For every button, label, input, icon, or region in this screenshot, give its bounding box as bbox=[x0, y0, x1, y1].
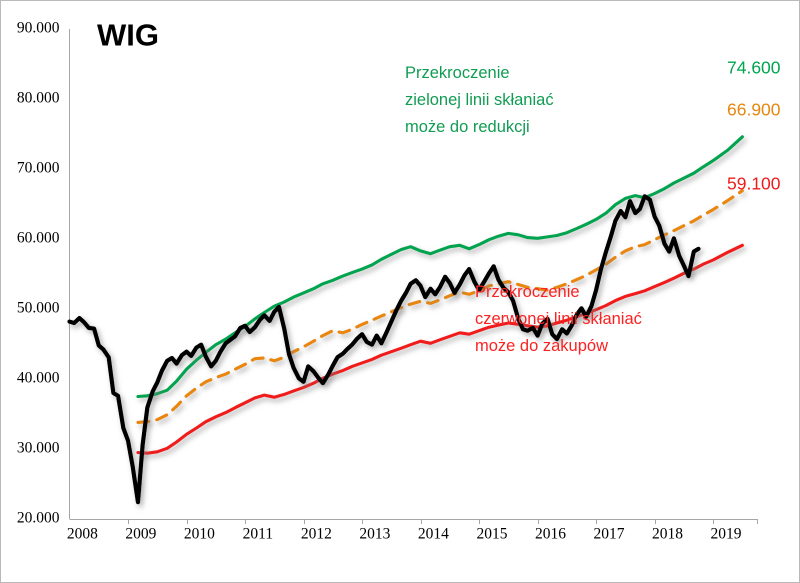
y-tick-label: 30.000 bbox=[17, 440, 60, 457]
series-line-lower-band bbox=[136, 243, 744, 455]
series-line-mid-band bbox=[136, 189, 744, 424]
red-annotation-line3: może do zakupów bbox=[475, 337, 608, 355]
mid-band-end-label: 66.900 bbox=[727, 100, 781, 120]
upper-band-end-label: 74.600 bbox=[727, 58, 781, 78]
green-annotation: Przekroczenie zielonej linii skłaniać mo… bbox=[405, 64, 554, 136]
red-annotation-line1: Przekroczenie bbox=[475, 283, 580, 301]
x-tick-label: 2008 bbox=[67, 525, 98, 542]
y-tick-label: 80.000 bbox=[17, 90, 60, 107]
x-tick-label: 2018 bbox=[652, 525, 683, 542]
x-tick-label: 2013 bbox=[359, 525, 390, 542]
series-lines bbox=[67, 135, 744, 505]
series-line-upper-band bbox=[136, 135, 744, 399]
green-annotation-line1: Przekroczenie bbox=[405, 64, 510, 82]
x-tick-label: 2015 bbox=[476, 525, 507, 542]
y-tick-label: 50.000 bbox=[17, 300, 60, 317]
x-tick-label: 2016 bbox=[535, 525, 566, 542]
y-tick-label: 40.000 bbox=[17, 370, 60, 387]
x-tick-label: 2011 bbox=[243, 525, 273, 542]
x-tick-label: 2012 bbox=[301, 525, 332, 542]
y-tick-label: 60.000 bbox=[17, 230, 60, 247]
lower-band-end-label: 59.100 bbox=[727, 174, 781, 194]
y-tick-label: 20.000 bbox=[17, 510, 60, 527]
y-tick-label: 90.000 bbox=[17, 20, 60, 37]
red-annotation-line2: czerwonej linii skłaniać bbox=[475, 310, 642, 328]
x-tick-label: 2009 bbox=[125, 525, 156, 542]
x-axis: 2008 2009 2010 2011 2012 2013 2014 2015 2016 2017… bbox=[67, 519, 759, 542]
x-tick-label: 2010 bbox=[184, 525, 215, 542]
green-annotation-line2: zielonej linii skłaniać bbox=[405, 91, 554, 109]
x-tick-label: 2014 bbox=[418, 525, 449, 542]
y-axis: 20.000 30.000 40.000 50.000 60.000 70.000 80.0… bbox=[17, 20, 60, 527]
page-title: WIG bbox=[97, 17, 159, 52]
x-tick-label: 2019 bbox=[710, 525, 741, 542]
y-tick-label: 70.000 bbox=[17, 160, 60, 177]
red-annotation: Przekroczenie czerwonej linii skłaniać m… bbox=[475, 283, 642, 355]
green-annotation-line3: może do redukcji bbox=[405, 118, 530, 136]
x-tick-label: 2017 bbox=[593, 525, 624, 542]
series-line-wig bbox=[67, 194, 701, 505]
